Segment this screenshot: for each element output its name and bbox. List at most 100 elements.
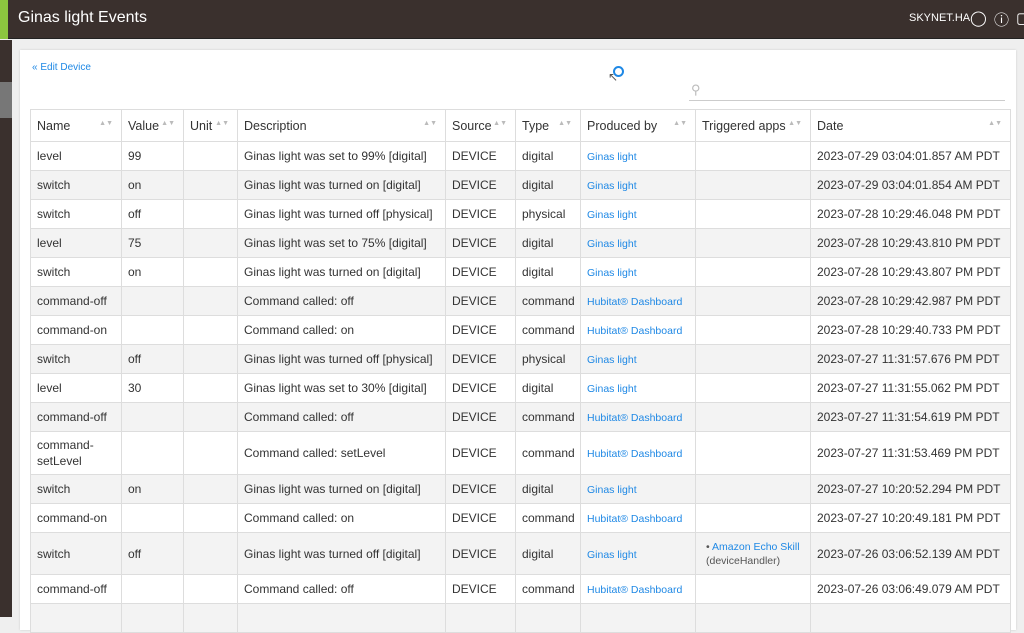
menu-icon[interactable]: ▢: [1016, 10, 1024, 27]
cell-unit: [183, 257, 238, 287]
cell-type: command: [515, 402, 581, 432]
producer-link[interactable]: Ginas light: [587, 354, 637, 366]
cell-name: command-off: [30, 286, 122, 316]
column-header-description[interactable]: Description ▲▼: [237, 109, 446, 142]
cell-name: [30, 603, 122, 633]
cell-triggered-apps: [695, 402, 811, 432]
bullet-icon: • Amazon Echo Skill: [706, 540, 800, 553]
cell-source: DEVICE: [445, 141, 516, 171]
cell-value: [121, 286, 184, 316]
cell-description: Command called: on: [237, 315, 446, 345]
cell-produced-by: Ginas light: [580, 228, 696, 258]
cell-produced-by: Ginas light: [580, 141, 696, 171]
cell-source: DEVICE: [445, 402, 516, 432]
producer-link[interactable]: Ginas light: [587, 383, 637, 395]
cell-description: Command called: setLevel: [237, 431, 446, 475]
producer-link[interactable]: Ginas light: [587, 209, 637, 221]
cell-unit: [183, 532, 238, 575]
sidebar-item[interactable]: [0, 82, 12, 118]
cell-produced-by: Ginas light: [580, 257, 696, 287]
cell-date: 2023-07-26 03:06:49.079 AM PDT: [810, 574, 1011, 604]
cell-description: Ginas light was turned off [digital]: [237, 532, 446, 575]
cell-triggered-apps: [695, 603, 811, 633]
table-row: level 75 Ginas light was set to 75% [digit…: [30, 228, 1011, 258]
column-header-type[interactable]: Type ▲▼: [515, 109, 581, 142]
cell-triggered-apps: [695, 257, 811, 287]
producer-link[interactable]: Ginas light: [587, 484, 637, 496]
cell-source: DEVICE: [445, 199, 516, 229]
cell-source: DEVICE: [445, 373, 516, 403]
producer-link[interactable]: Hubitat® Dashboard: [587, 584, 683, 596]
producer-link[interactable]: Hubitat® Dashboard: [587, 325, 683, 337]
cell-type: digital: [515, 474, 581, 504]
cell-value: on: [121, 474, 184, 504]
cell-source: DEVICE: [445, 228, 516, 258]
column-header-unit[interactable]: Unit ▲▼: [183, 109, 238, 142]
cell-name: switch: [30, 170, 122, 200]
cell-unit: [183, 286, 238, 316]
column-header-date[interactable]: Date ▲▼: [810, 109, 1011, 142]
cell-date: 2023-07-28 10:29:43.810 PM PDT: [810, 228, 1011, 258]
producer-link[interactable]: Ginas light: [587, 151, 637, 163]
cell-unit: [183, 199, 238, 229]
cell-date: 2023-07-27 11:31:54.619 PM PDT: [810, 402, 1011, 432]
cell-description: Ginas light was set to 99% [digital]: [237, 141, 446, 171]
cell-type: command: [515, 574, 581, 604]
cell-unit: [183, 603, 238, 633]
cell-type: command: [515, 431, 581, 475]
cell-produced-by: Hubitat® Dashboard: [580, 574, 696, 604]
producer-link[interactable]: Ginas light: [587, 267, 637, 279]
cell-date: 2023-07-27 11:31:57.676 PM PDT: [810, 344, 1011, 374]
cell-triggered-apps: [695, 286, 811, 316]
cell-source: DEVICE: [445, 474, 516, 504]
triggered-app-link[interactable]: Amazon Echo Skill: [712, 540, 800, 553]
sort-icon: ▲▼: [558, 120, 572, 127]
cell-date: 2023-07-28 10:29:43.807 PM PDT: [810, 257, 1011, 287]
producer-link[interactable]: Hubitat® Dashboard: [587, 412, 683, 424]
cell-unit: [183, 141, 238, 171]
help-icon[interactable]: ⓘ: [994, 12, 1010, 29]
hub-name[interactable]: SKYNET.HA: [909, 12, 971, 24]
search-input[interactable]: ⚲: [689, 82, 1005, 101]
table-row: level 99 Ginas light was set to 99% [digit…: [30, 141, 1011, 171]
chat-icon[interactable]: ◯: [970, 10, 987, 27]
cell-name: command-on: [30, 315, 122, 345]
column-header-produced-by[interactable]: Produced by ▲▼: [580, 109, 696, 142]
column-header-source[interactable]: Source ▲▼: [445, 109, 516, 142]
table-row: switch off Ginas light was turned off [phy…: [30, 344, 1011, 374]
cell-produced-by: Ginas light: [580, 199, 696, 229]
column-header-value[interactable]: Value ▲▼: [121, 109, 184, 142]
cell-date: 2023-07-29 03:04:01.857 AM PDT: [810, 141, 1011, 171]
cell-name: command-off: [30, 402, 122, 432]
column-header-triggered-apps[interactable]: Triggered apps ▲▼: [695, 109, 811, 142]
producer-link[interactable]: Ginas light: [587, 548, 637, 561]
cell-source: DEVICE: [445, 431, 516, 475]
cell-produced-by: [580, 603, 696, 633]
cell-type: digital: [515, 228, 581, 258]
cell-source: [445, 603, 516, 633]
events-table: Name ▲▼ Value ▲▼ Unit ▲▼ Description ▲▼ Source ▲▼…: [30, 109, 1011, 633]
cell-value: [121, 402, 184, 432]
producer-link[interactable]: Hubitat® Dashboard: [587, 448, 683, 460]
sort-icon: ▲▼: [215, 120, 229, 127]
table-row: switch on Ginas light was turned on [digit…: [30, 257, 1011, 287]
producer-link[interactable]: Ginas light: [587, 180, 637, 192]
cell-source: DEVICE: [445, 286, 516, 316]
cell-description: Ginas light was turned on [digital]: [237, 170, 446, 200]
producer-link[interactable]: Hubitat® Dashboard: [587, 513, 683, 525]
producer-link[interactable]: Hubitat® Dashboard: [587, 296, 683, 308]
cell-source: DEVICE: [445, 257, 516, 287]
column-header-name[interactable]: Name ▲▼: [30, 109, 122, 142]
cell-produced-by: Ginas light: [580, 474, 696, 504]
cell-name: level: [30, 141, 122, 171]
edit-device-link[interactable]: « Edit Device: [32, 62, 91, 73]
cell-name: switch: [30, 344, 122, 374]
cell-type: physical: [515, 199, 581, 229]
cell-value: [121, 603, 184, 633]
cell-produced-by: Hubitat® Dashboard: [580, 402, 696, 432]
column-label: Unit: [190, 118, 213, 133]
cell-triggered-apps: [695, 474, 811, 504]
cell-value: 99: [121, 141, 184, 171]
producer-link[interactable]: Ginas light: [587, 238, 637, 250]
cell-name: switch: [30, 257, 122, 287]
